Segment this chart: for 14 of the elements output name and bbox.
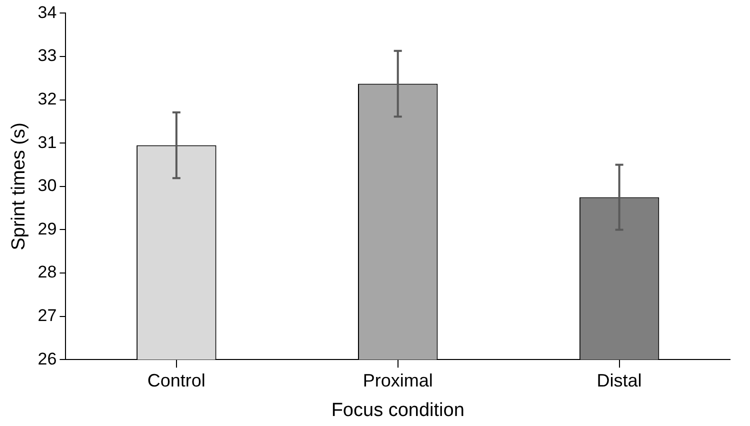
y-tick-label: 29 xyxy=(38,219,57,238)
x-tick-label: Proximal xyxy=(362,370,433,390)
y-tick-label: 31 xyxy=(38,132,57,152)
y-tick-label: 32 xyxy=(38,89,57,108)
y-tick-label: 27 xyxy=(38,306,57,325)
y-tick-label: 26 xyxy=(38,349,57,368)
x-tick-label: Distal xyxy=(596,370,642,390)
x-tick-label: Control xyxy=(147,370,206,390)
y-tick-label: 33 xyxy=(38,46,57,66)
y-tick-label: 28 xyxy=(38,262,57,282)
y-tick-label: 34 xyxy=(38,2,57,22)
y-tick-label: 30 xyxy=(38,176,57,196)
y-axis-title: Sprint times (s) xyxy=(8,122,30,250)
x-axis-title: Focus condition xyxy=(331,400,464,421)
